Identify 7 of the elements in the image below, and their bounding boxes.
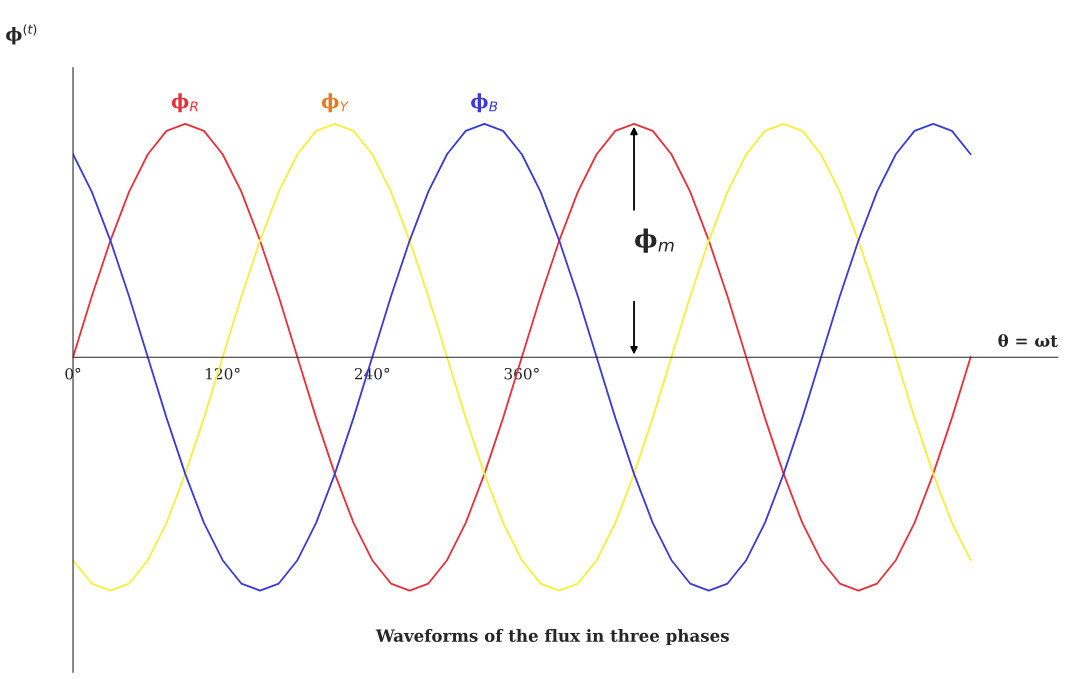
- x-axis-title: θ = ωt: [998, 333, 1058, 348]
- series-label: ϕ$_{R}$: [171, 93, 198, 113]
- text: Waveforms of the flux in three phases: [375, 628, 729, 646]
- series-label: ϕ$_{B}$: [471, 93, 498, 113]
- annotation: ϕ$_{m}$: [635, 228, 674, 253]
- y-axis-title: ϕ$^{(t)}$: [6, 24, 37, 45]
- series-label: ϕ$_{Y}$: [321, 93, 349, 113]
